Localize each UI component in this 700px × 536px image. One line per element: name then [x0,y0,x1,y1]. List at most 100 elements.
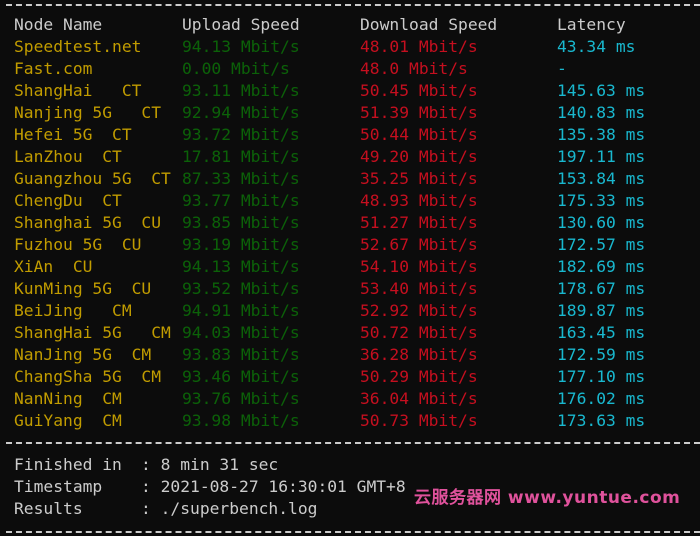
download-speed: 48.93 Mbit/s [360,191,478,210]
node-name: Fuzhou 5G CU [14,235,142,254]
latency: 153.84 ms [557,169,646,188]
upload-speed: 87.33 Mbit/s [182,169,300,188]
table-row: Hefei 5G CT 93.72 Mbit/s 50.44 Mbit/s 135.3… [0,124,700,146]
download-speed: 50.73 Mbit/s [360,411,478,430]
divider-top [6,4,700,6]
upload-speed: 94.13 Mbit/s [182,37,300,56]
summary-label: Finished in [14,455,122,474]
latency: 173.63 ms [557,411,646,430]
latency: 172.57 ms [557,235,646,254]
upload-speed: 94.91 Mbit/s [182,301,300,320]
download-speed: 54.10 Mbit/s [360,257,478,276]
node-name: Shanghai 5G CU [14,213,162,232]
latency: 43.34 ms [557,37,636,56]
upload-speed: 93.76 Mbit/s [182,389,300,408]
header-download-speed: Download Speed [360,15,498,34]
download-speed: 52.92 Mbit/s [360,301,478,320]
upload-speed: 0.00 Mbit/s [182,59,290,78]
download-speed: 49.20 Mbit/s [360,147,478,166]
summary-line: Results : ./superbench.log [14,498,317,520]
upload-speed: 93.19 Mbit/s [182,235,300,254]
summary-label: Timestamp [14,477,103,496]
download-speed: 51.39 Mbit/s [360,103,478,122]
upload-speed: 93.72 Mbit/s [182,125,300,144]
table-row: ChangSha 5G CM 93.46 Mbit/s 50.29 Mbit/s 17… [0,366,700,388]
download-speed: 50.45 Mbit/s [360,81,478,100]
watermark: 云服务器网 www.yuntue.com [414,488,681,508]
download-speed: 36.04 Mbit/s [360,389,478,408]
download-speed: 53.40 Mbit/s [360,279,478,298]
table-row: ShangHai CT 93.11 Mbit/s 50.45 Mbit/s 145.6… [0,80,700,102]
summary-line: Finished in : 8 min 31 sec [14,454,278,476]
upload-speed: 93.11 Mbit/s [182,81,300,100]
download-speed: 50.29 Mbit/s [360,367,478,386]
node-name: GuiYang CM [14,411,122,430]
download-speed: 48.0 Mbit/s [360,59,468,78]
node-name: XiAn CU [14,257,93,276]
latency: - [557,59,567,78]
latency: 176.02 ms [557,389,646,408]
node-name: ChangSha 5G CM [14,367,162,386]
table-row: GuiYang CM 93.98 Mbit/s 50.73 Mbit/s 173.63… [0,410,700,432]
node-name: KunMing 5G CU [14,279,152,298]
node-name: BeiJing CM [14,301,132,320]
summary-value: : ./superbench.log [141,499,318,518]
table-header: Node Name Upload Speed Download Speed La… [0,14,700,36]
table-row: Guangzhou 5G CT 87.33 Mbit/s 35.25 Mbit/s 1… [0,168,700,190]
upload-speed: 17.81 Mbit/s [182,147,300,166]
divider-middle [6,442,700,444]
upload-speed: 93.52 Mbit/s [182,279,300,298]
table-row: Nanjing 5G CT 92.94 Mbit/s 51.39 Mbit/s 140… [0,102,700,124]
node-name: Speedtest.net [14,37,142,56]
node-name: NanNing CM [14,389,122,408]
download-speed: 35.25 Mbit/s [360,169,478,188]
upload-speed: 93.83 Mbit/s [182,345,300,364]
node-name: NanJing 5G CM [14,345,152,364]
upload-speed: 93.77 Mbit/s [182,191,300,210]
summary-value: : 2021-08-27 16:30:01 GMT+8 [141,477,406,496]
latency: 130.60 ms [557,213,646,232]
download-speed: 50.72 Mbit/s [360,323,478,342]
node-name: LanZhou CT [14,147,122,166]
upload-speed: 93.46 Mbit/s [182,367,300,386]
summary-value: : 8 min 31 sec [141,455,279,474]
download-speed: 51.27 Mbit/s [360,213,478,232]
latency: 197.11 ms [557,147,646,166]
download-speed: 52.67 Mbit/s [360,235,478,254]
node-name: ShangHai CT [14,81,142,100]
latency: 189.87 ms [557,301,646,320]
latency: 178.67 ms [557,279,646,298]
header-node-name: Node Name [14,15,103,34]
latency: 135.38 ms [557,125,646,144]
summary-label: Results [14,499,83,518]
table-row: ShangHai 5G CM 94.03 Mbit/s 50.72 Mbit/s 16… [0,322,700,344]
download-speed: 48.01 Mbit/s [360,37,478,56]
summary-line: Timestamp : 2021-08-27 16:30:01 GMT+8 [14,476,406,498]
table-row: Shanghai 5G CU 93.85 Mbit/s 51.27 Mbit/s 13… [0,212,700,234]
latency: 163.45 ms [557,323,646,342]
table-row: NanNing CM 93.76 Mbit/s 36.04 Mbit/s 176.02… [0,388,700,410]
latency: 182.69 ms [557,257,646,276]
table-row: Fast.com 0.00 Mbit/s 48.0 Mbit/s - [0,58,700,80]
node-name: Fast.com [14,59,93,78]
download-speed: 50.44 Mbit/s [360,125,478,144]
table-row: ChengDu CT 93.77 Mbit/s 48.93 Mbit/s 175.33… [0,190,700,212]
table-row: XiAn CU 94.13 Mbit/s 54.10 Mbit/s 182.69 ms [0,256,700,278]
node-name: Nanjing 5G CT [14,103,162,122]
node-name: ShangHai 5G CM [14,323,171,342]
table-row: KunMing 5G CU 93.52 Mbit/s 53.40 Mbit/s 178… [0,278,700,300]
download-speed: 36.28 Mbit/s [360,345,478,364]
table-row: NanJing 5G CM 93.83 Mbit/s 36.28 Mbit/s 172… [0,344,700,366]
node-name: ChengDu CT [14,191,122,210]
table-row: BeiJing CM 94.91 Mbit/s 52.92 Mbit/s 189.87… [0,300,700,322]
table-row: Fuzhou 5G CU 93.19 Mbit/s 52.67 Mbit/s 172.… [0,234,700,256]
divider-bottom [6,531,700,533]
latency: 177.10 ms [557,367,646,386]
upload-speed: 92.94 Mbit/s [182,103,300,122]
header-upload-speed: Upload Speed [182,15,300,34]
upload-speed: 94.03 Mbit/s [182,323,300,342]
table-row: LanZhou CT 17.81 Mbit/s 49.20 Mbit/s 197.11… [0,146,700,168]
header-latency: Latency [557,15,626,34]
upload-speed: 93.85 Mbit/s [182,213,300,232]
